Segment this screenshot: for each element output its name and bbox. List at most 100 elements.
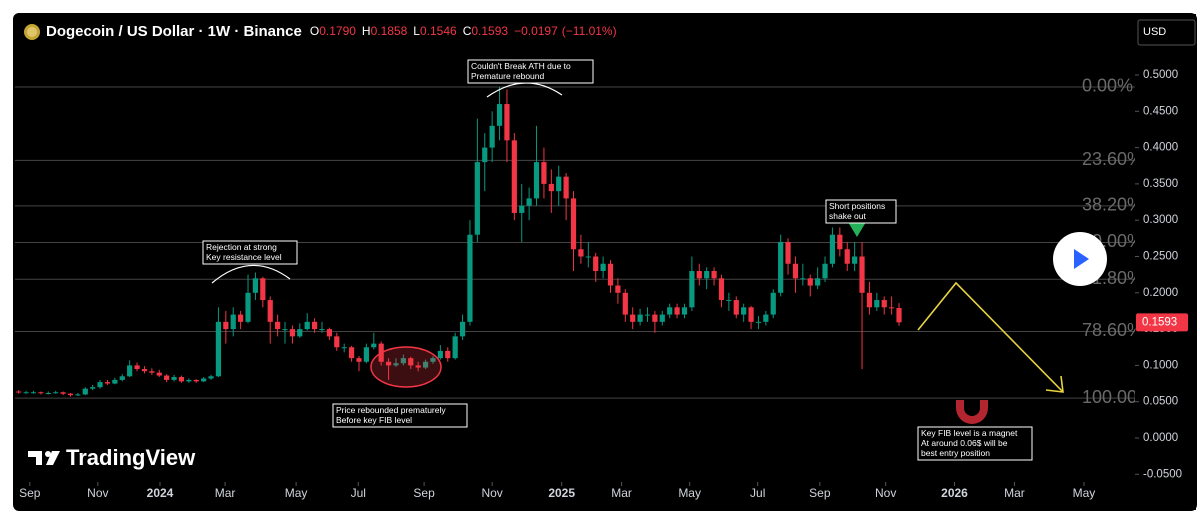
fib-label: 78.60% (1082, 320, 1143, 340)
candle-body (119, 376, 125, 380)
ohlc-value: 0.1593 (471, 24, 508, 38)
currency-button[interactable] (1137, 19, 1196, 46)
x-tick-label: Nov (481, 486, 502, 500)
candle-body (348, 347, 355, 359)
candle-body (408, 358, 414, 366)
x-tick-label: Jul (351, 486, 366, 500)
projection-path (917, 281, 1064, 393)
candle-body (164, 375, 170, 380)
candle-body (755, 321, 762, 323)
watermark: TradingView (66, 445, 196, 470)
candle-body (889, 307, 895, 309)
candle-body (637, 314, 643, 322)
candle-body (452, 336, 458, 359)
y-tick-label: 0.4000 (1143, 142, 1178, 154)
candle-body (585, 256, 591, 258)
candle-body (319, 329, 325, 331)
candle-body (156, 372, 162, 376)
annotation-text: Short positions (829, 201, 885, 211)
annotation-text: Couldn't Break ATH due to (471, 61, 571, 71)
annotation-text: Key resistance level (206, 252, 282, 262)
candle-body (430, 358, 436, 362)
down-marker (848, 222, 866, 237)
change-percent: (−11.01%) (562, 24, 617, 38)
candle-body (149, 371, 155, 373)
x-tick-label: Mar (1004, 486, 1025, 500)
annotation-text: best entry position (921, 448, 990, 458)
candle-body (75, 394, 81, 396)
candle-body (422, 361, 429, 368)
candle-body (134, 365, 140, 370)
candle-body (356, 358, 362, 362)
candle-body (385, 361, 392, 366)
symbol-title: Dogecoin / US Dollar · 1W · Binance (46, 23, 302, 40)
candle-body (763, 314, 769, 322)
candle-body (223, 321, 229, 330)
ohlc-key: H (362, 24, 371, 38)
candle-body (504, 104, 510, 141)
candle-body (829, 234, 836, 264)
candle-body (45, 392, 51, 394)
candle-body (711, 271, 717, 279)
candle-body (726, 300, 732, 302)
candle-body (630, 314, 636, 322)
candle-body (881, 300, 887, 308)
candle-body (778, 241, 784, 293)
candle-body (837, 234, 843, 250)
candle-body (267, 300, 273, 322)
candle-body (363, 347, 369, 362)
candle-body (141, 369, 148, 372)
candle-body (297, 329, 303, 337)
ohlc-value: 0.1858 (371, 24, 408, 38)
candle-body (171, 377, 177, 380)
candle-body (289, 329, 296, 337)
candle-body (696, 271, 702, 279)
candle-body (689, 271, 695, 308)
x-tick-label: May (678, 486, 701, 500)
arc (211, 264, 291, 284)
header: Dogecoin / US Dollar · 1W · Binance O0.17… (24, 23, 617, 40)
candle-body (511, 140, 517, 213)
candle-body (186, 379, 192, 382)
candle-body (97, 382, 103, 388)
candle-body (526, 198, 532, 206)
candle-body (127, 365, 133, 377)
candle-body (90, 387, 96, 389)
y-tick-label: 0.3500 (1143, 178, 1178, 190)
y-tick-label: 0.0500 (1143, 396, 1178, 408)
fib-label: 0.00% (1082, 76, 1133, 96)
x-tick-label: 2025 (548, 486, 575, 500)
annotation-text: Premature rebound (471, 71, 545, 81)
candle-body (519, 205, 525, 213)
candle-body (230, 314, 236, 330)
arrow-head (1045, 375, 1064, 393)
ohlc-key: L (413, 24, 420, 38)
candle-body (652, 314, 658, 322)
candle-body (82, 388, 88, 395)
candle-body (38, 392, 44, 394)
candle-body (859, 256, 865, 293)
last-price-label: 0.1593 (1142, 316, 1177, 328)
x-tick-label: Nov (87, 486, 108, 500)
candle-body (312, 321, 318, 330)
x-tick-label: Mar (611, 486, 632, 500)
ohlc-key: O (310, 24, 319, 38)
candle-body (704, 271, 710, 279)
candle-body (852, 256, 858, 264)
annotation-box (917, 426, 1033, 461)
candle-body (23, 392, 29, 394)
candle-body (474, 162, 480, 235)
candle-body (275, 321, 281, 330)
candle-body (400, 358, 406, 364)
currency[interactable]: USD (1143, 26, 1166, 38)
candle-body (748, 307, 754, 322)
annotation-text: At around 0.06$ will be (921, 438, 1008, 448)
candle-body (733, 300, 739, 315)
candle-body (60, 392, 66, 394)
ohlc-value: 0.1546 (420, 24, 457, 38)
fib-label: 100.00% (1082, 387, 1153, 407)
candle-body (334, 336, 340, 348)
x-tick-label: Jul (750, 486, 765, 500)
candle-body (16, 391, 22, 393)
y-tick-label: 0.0000 (1143, 432, 1178, 444)
